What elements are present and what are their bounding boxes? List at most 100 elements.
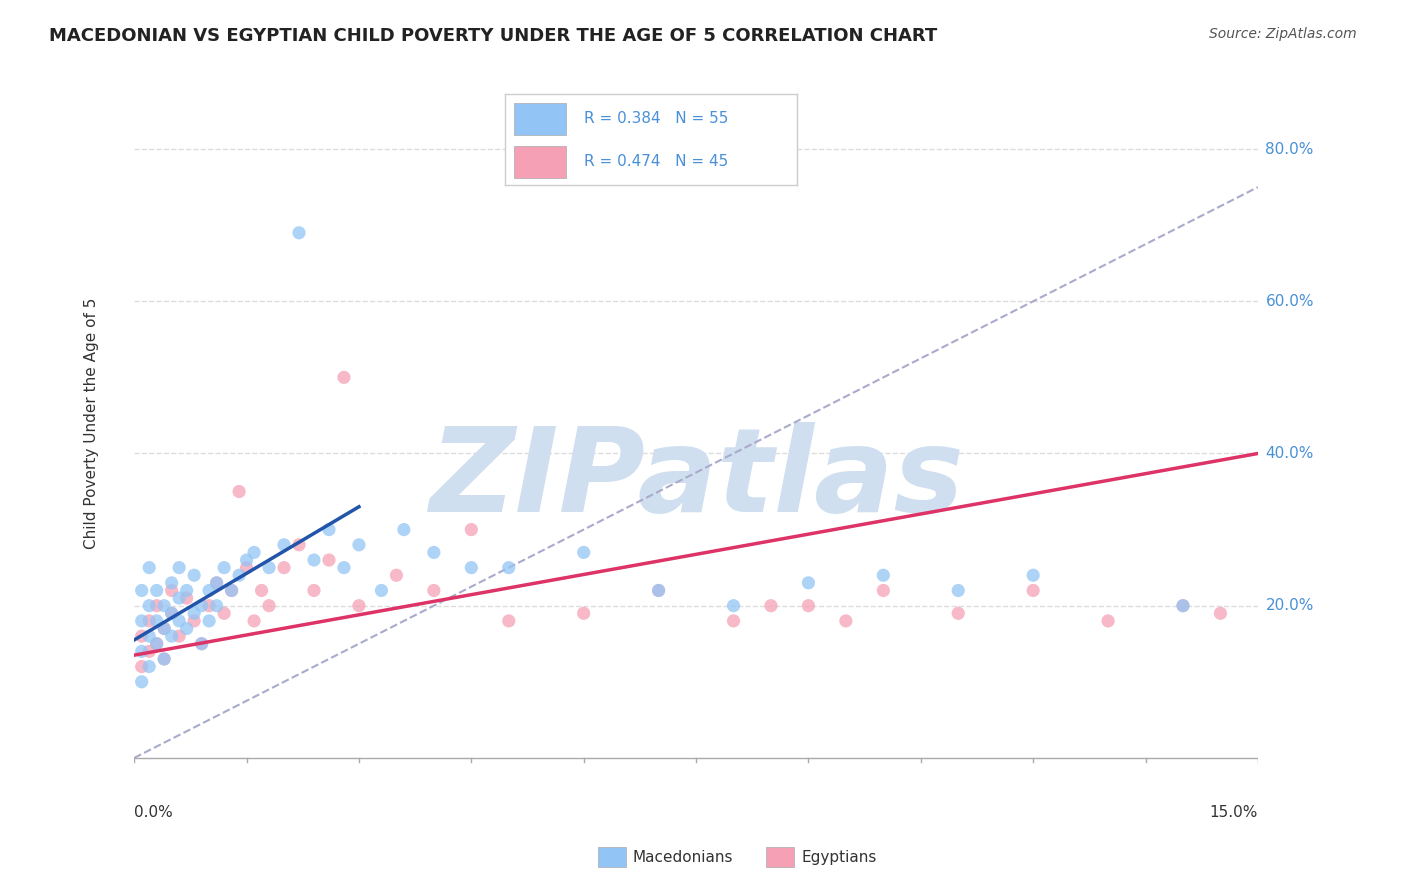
- Point: [153, 622, 176, 636]
- Point: [723, 599, 745, 613]
- Point: [243, 614, 266, 628]
- Point: [131, 583, 153, 598]
- Point: [145, 637, 167, 651]
- Point: [257, 560, 280, 574]
- Text: Source: ZipAtlas.com: Source: ZipAtlas.com: [1209, 27, 1357, 41]
- Point: [212, 560, 235, 574]
- Text: Child Poverty Under the Age of 5: Child Poverty Under the Age of 5: [84, 297, 98, 549]
- Point: [250, 583, 273, 598]
- Point: [131, 674, 153, 689]
- Point: [153, 652, 176, 666]
- Point: [759, 599, 782, 613]
- Point: [176, 583, 198, 598]
- Point: [318, 523, 340, 537]
- Point: [138, 644, 160, 658]
- Point: [460, 523, 482, 537]
- Text: MACEDONIAN VS EGYPTIAN CHILD POVERTY UNDER THE AGE OF 5 CORRELATION CHART: MACEDONIAN VS EGYPTIAN CHILD POVERTY UND…: [49, 27, 938, 45]
- Point: [572, 545, 595, 559]
- Point: [160, 583, 183, 598]
- Point: [138, 659, 160, 673]
- Point: [198, 583, 221, 598]
- Point: [160, 607, 183, 621]
- Point: [228, 484, 250, 499]
- Point: [1022, 568, 1045, 582]
- Point: [183, 607, 205, 621]
- Point: [797, 575, 820, 590]
- Point: [235, 560, 257, 574]
- Point: [460, 560, 482, 574]
- Point: [145, 637, 167, 651]
- Text: Egyptians: Egyptians: [801, 850, 877, 864]
- Point: [723, 614, 745, 628]
- Point: [153, 652, 176, 666]
- Point: [160, 629, 183, 643]
- Point: [153, 599, 176, 613]
- Text: 0.0%: 0.0%: [134, 805, 173, 820]
- Point: [273, 560, 295, 574]
- Point: [423, 583, 446, 598]
- Point: [228, 568, 250, 582]
- Point: [221, 583, 243, 598]
- Point: [872, 568, 894, 582]
- Point: [1171, 599, 1194, 613]
- Text: 20.0%: 20.0%: [1265, 599, 1313, 613]
- Point: [423, 545, 446, 559]
- Point: [647, 583, 669, 598]
- Point: [176, 591, 198, 605]
- Point: [167, 629, 190, 643]
- Point: [273, 538, 295, 552]
- Point: [145, 599, 167, 613]
- Point: [212, 607, 235, 621]
- Point: [243, 545, 266, 559]
- Point: [205, 575, 228, 590]
- Point: [333, 370, 356, 384]
- Text: 80.0%: 80.0%: [1265, 142, 1313, 157]
- Text: ZIPatlas: ZIPatlas: [429, 422, 963, 537]
- Point: [797, 599, 820, 613]
- Point: [190, 599, 212, 613]
- Point: [198, 599, 221, 613]
- Point: [145, 614, 167, 628]
- Point: [1209, 607, 1232, 621]
- Point: [131, 659, 153, 673]
- Point: [160, 607, 183, 621]
- Point: [385, 568, 408, 582]
- Point: [138, 614, 160, 628]
- Point: [167, 560, 190, 574]
- Point: [392, 523, 415, 537]
- Point: [370, 583, 392, 598]
- Point: [221, 583, 243, 598]
- Point: [572, 607, 595, 621]
- Point: [183, 568, 205, 582]
- Point: [176, 622, 198, 636]
- Point: [198, 614, 221, 628]
- Point: [131, 629, 153, 643]
- Point: [138, 599, 160, 613]
- Point: [288, 226, 311, 240]
- Point: [205, 599, 228, 613]
- Point: [948, 583, 970, 598]
- Point: [205, 575, 228, 590]
- Point: [347, 599, 370, 613]
- Point: [138, 629, 160, 643]
- Point: [1022, 583, 1045, 598]
- Point: [167, 614, 190, 628]
- Point: [145, 583, 167, 598]
- Point: [257, 599, 280, 613]
- Point: [333, 560, 356, 574]
- Point: [948, 607, 970, 621]
- Point: [183, 614, 205, 628]
- Point: [647, 583, 669, 598]
- Point: [1171, 599, 1194, 613]
- Point: [131, 644, 153, 658]
- Text: 60.0%: 60.0%: [1265, 293, 1313, 309]
- Text: 15.0%: 15.0%: [1209, 805, 1258, 820]
- Point: [498, 614, 520, 628]
- Point: [138, 560, 160, 574]
- Point: [160, 575, 183, 590]
- Point: [1097, 614, 1119, 628]
- Point: [153, 622, 176, 636]
- Point: [288, 538, 311, 552]
- Point: [131, 614, 153, 628]
- Point: [302, 553, 325, 567]
